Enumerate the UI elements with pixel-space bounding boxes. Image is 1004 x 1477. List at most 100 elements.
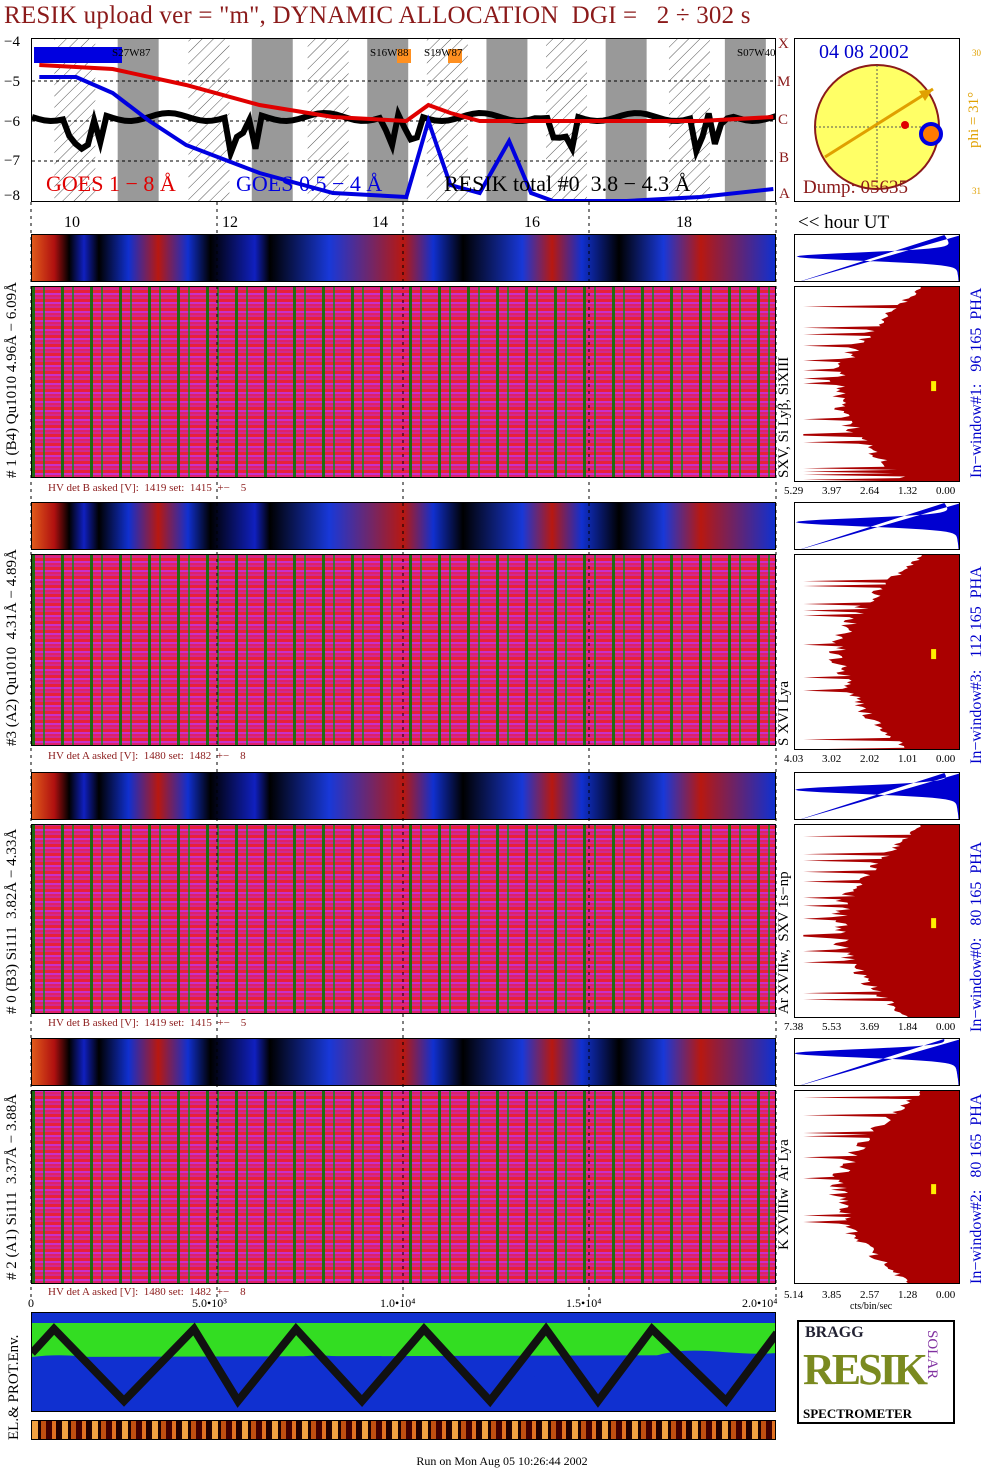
histogram-marker [931, 918, 936, 928]
spectrum-histogram-shape [803, 825, 960, 1018]
ch3-spec-panel [794, 554, 960, 750]
phi-scale-top: 30 [972, 48, 981, 58]
region-marker-blue [34, 47, 122, 63]
phi-scale-bottom: 31 [972, 186, 981, 196]
count-tick-4: 1.5•10⁴ [566, 1296, 601, 1311]
ch0-spectrogram [31, 824, 776, 1014]
spectrum-histogram-shape [803, 555, 960, 750]
resik-logo: BRAGG RESIK SOLAR SPECTROMETER [797, 1320, 955, 1424]
logo-main-text: RESIK [803, 1344, 925, 1395]
histogram-marker [931, 381, 936, 391]
sun-date: 04 08 2002 [819, 41, 909, 64]
ch0-species: Ar XVIIw, SXV 1s−np [776, 871, 793, 1014]
hour-tick-2: 12 [222, 214, 238, 232]
ch2-spec-hist [795, 1091, 960, 1284]
active-region-dot [901, 121, 909, 129]
goes-ytick-3: −6 [4, 114, 20, 131]
ch0-pha-panel [794, 772, 960, 820]
ch0-window: In−window#0: 80 165 PHA [968, 842, 986, 1032]
dump-label: Dump: 05635 [803, 177, 908, 199]
logo-top-text: BRAGG [805, 1324, 864, 1342]
goes-panel: S27W87 S16W88 S19W87 S07W40 GOES 1 − 8 Å… [31, 38, 776, 202]
page-title: RESIK upload ver = "m", DYNAMIC ALLOCATI… [4, 2, 751, 30]
hour-tick-3: 14 [372, 214, 388, 232]
ch1-hv: HV det B asked [V]: 1419 set: 1415 +− 5 [48, 482, 246, 494]
count-tick-2: 5.0•10³ [192, 1296, 227, 1311]
ch3-xtick-5: 0.00 [936, 753, 955, 765]
cts-unit: cts/bin/sec [850, 1301, 892, 1312]
ch1-species: SXV, Si Lyβ, SiXIII [776, 357, 793, 478]
pha-histogram-shape [795, 1039, 960, 1086]
hour-tick-1: 10 [64, 214, 80, 232]
legend-goes-short: GOES 0.5 − 4 Å [236, 171, 382, 197]
region-label-3: S19W87 [424, 47, 463, 59]
phi-label: phi = 31° [966, 92, 983, 148]
ch0-label: # 0 (B3) Si111 3.82Å − 4.33Å [4, 829, 21, 1014]
ch2-spec-panel [794, 1090, 960, 1284]
goes-ytick-1: −4 [4, 34, 20, 51]
hour-tick-5: 18 [676, 214, 692, 232]
class-m: M [777, 74, 790, 91]
ch1-xtick-1: 5.29 [784, 485, 803, 497]
ch0-xtick-1: 7.38 [784, 1021, 803, 1033]
ch2-strip [31, 1038, 776, 1086]
ch0-xtick-4: 1.84 [898, 1021, 917, 1033]
ch1-xtick-4: 1.32 [898, 485, 917, 497]
class-c: C [778, 112, 788, 129]
ch3-pha-panel [794, 502, 960, 550]
env-panel [31, 1312, 776, 1412]
goes-ytick-5: −8 [4, 188, 20, 205]
count-tick-3: 1.0•10⁴ [380, 1296, 415, 1311]
spectrum-histogram-shape [803, 1091, 960, 1284]
ch0-hv: HV det B asked [V]: 1419 set: 1415 +− 5 [48, 1017, 246, 1029]
ch2-species: K XVIIIw Ar Lya [776, 1139, 793, 1250]
legend-resik: RESIK total #0 3.8 − 4.3 Å [444, 171, 690, 197]
ch0-strip [31, 772, 776, 820]
spectrum-histogram-shape [803, 287, 960, 482]
ch1-xtick-2: 3.97 [822, 485, 841, 497]
ch1-spectrogram [31, 286, 776, 478]
ch3-spectrogram [31, 554, 776, 746]
ch2-xtick-5: 0.00 [936, 1289, 955, 1301]
ch1-xtick-5: 0.00 [936, 485, 955, 497]
logo-bottom-text: SPECTROMETER [803, 1406, 912, 1422]
class-a: A [779, 186, 790, 203]
ch1-window: In−window#1: 96 165 PHA [968, 288, 986, 478]
ch2-xtick-3: 2.57 [860, 1289, 879, 1301]
flare-marker [921, 124, 941, 144]
class-x: X [778, 36, 789, 53]
ch2-window: In−window#2: 80 165 PHA [968, 1094, 986, 1284]
run-footer: Run on Mon Aug 05 10:26:44 2002 [0, 1454, 1004, 1469]
env-strip [31, 1420, 776, 1440]
region-label-1: S27W87 [112, 47, 151, 59]
ch0-pha-hist [795, 773, 960, 820]
ch2-xtick-4: 1.28 [898, 1289, 917, 1301]
histogram-marker [931, 649, 936, 659]
ch1-label: # 1 (B4) Qu1010 4.96Å − 6.09Å [4, 282, 21, 478]
ch0-xtick-2: 5.53 [822, 1021, 841, 1033]
ch1-strip [31, 234, 776, 282]
logo-side-text: SOLAR [923, 1330, 940, 1379]
ch3-xtick-1: 4.03 [784, 753, 803, 765]
ch3-xtick-2: 3.02 [822, 753, 841, 765]
ch2-xtick-2: 3.85 [822, 1289, 841, 1301]
ch3-label: #3 (A2) Qu1010 4.31Å − 4.89Å [4, 549, 21, 746]
ch1-pha-panel [794, 234, 960, 282]
ch1-pha-hist [795, 235, 960, 282]
ch1-spec-hist [795, 287, 960, 482]
class-b: B [779, 150, 789, 167]
ch2-pha-hist [795, 1039, 960, 1086]
goes-ytick-4: −7 [4, 153, 20, 170]
pha-histogram-shape [795, 235, 960, 282]
ch0-xtick-3: 3.69 [860, 1021, 879, 1033]
ch3-strip [31, 502, 776, 550]
region-label-4: S07W40 [737, 47, 776, 59]
legend-goes-long: GOES 1 − 8 Å [46, 171, 176, 197]
ch3-hv: HV det A asked [V]: 1480 set: 1482 +− 8 [48, 750, 246, 762]
ch2-xtick-1: 5.14 [784, 1289, 803, 1301]
sun-panel: 04 08 2002 Dump: 05635 [794, 38, 960, 202]
region-label-2: S16W88 [370, 47, 409, 59]
ch3-xtick-3: 2.02 [860, 753, 879, 765]
ch3-species: S XVI Lya [776, 681, 793, 746]
goes-ytick-2: −5 [4, 74, 20, 91]
